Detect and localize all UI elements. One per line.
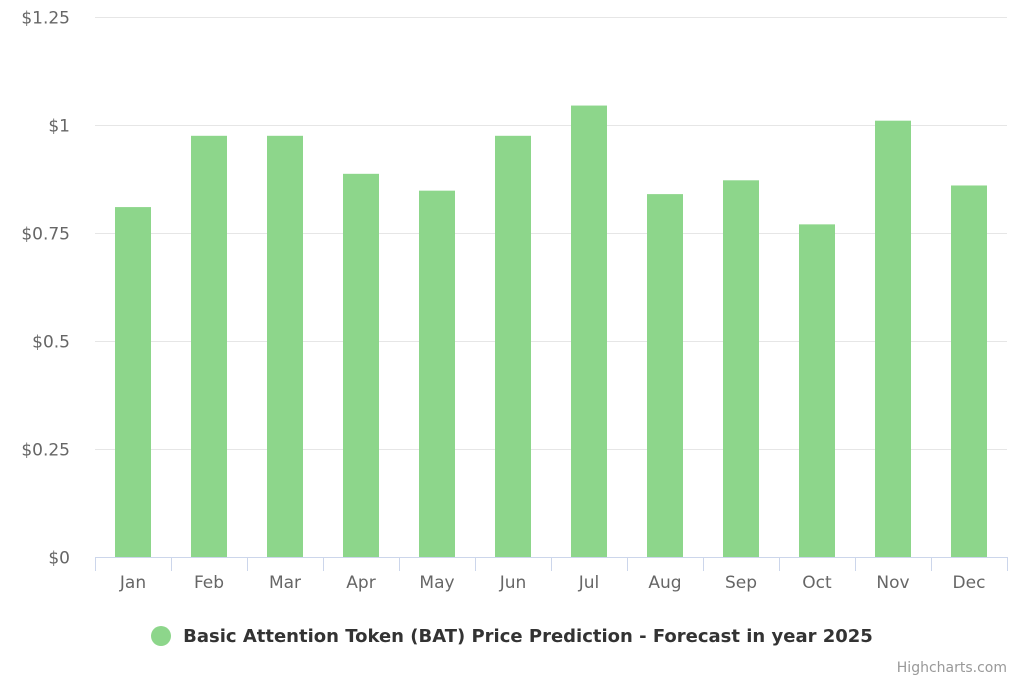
x-tick-label: Jun — [499, 573, 527, 593]
bar-series — [115, 105, 987, 558]
x-tick-label: Jul — [578, 573, 600, 593]
x-tick-label: Oct — [802, 573, 832, 593]
y-tick-label: $0.75 — [21, 225, 70, 245]
x-tick-label: Sep — [725, 573, 757, 593]
x-tick-label: Nov — [876, 573, 909, 593]
bar[interactable] — [951, 185, 987, 558]
gridlines — [95, 17, 1007, 450]
credits-link[interactable]: Highcharts.com — [896, 660, 1007, 676]
bar[interactable] — [647, 194, 683, 557]
legend-label[interactable]: Basic Attention Token (BAT) Price Predic… — [183, 625, 873, 647]
legend-marker-icon[interactable] — [151, 626, 172, 646]
x-axis: Jan Feb Mar Apr May Jun Jul Aug Sep Oct Nov Dec — [95, 557, 1008, 593]
y-tick-label: $0.5 — [32, 333, 70, 353]
x-tick-label: Jan — [119, 573, 146, 593]
x-tick-label: Apr — [346, 573, 375, 593]
x-tick-label: Dec — [953, 573, 986, 593]
y-tick-label: $0 — [48, 549, 70, 569]
x-tick-label: Mar — [269, 573, 301, 593]
y-axis-labels: $0 $0.25 $0.5 $0.75 $1 $1.25 — [21, 9, 70, 569]
bar[interactable] — [343, 173, 379, 558]
y-tick-label: $1.25 — [21, 9, 70, 29]
bar[interactable] — [419, 190, 455, 557]
x-tick-label: Aug — [648, 573, 681, 593]
legend[interactable]: Basic Attention Token (BAT) Price Predic… — [0, 622, 1024, 650]
x-tick-label: Feb — [194, 573, 224, 593]
bar[interactable] — [495, 135, 531, 558]
bar[interactable] — [267, 135, 303, 558]
bar[interactable] — [191, 135, 227, 558]
y-tick-label: $1 — [48, 117, 70, 137]
bar[interactable] — [571, 105, 607, 557]
bar[interactable] — [799, 224, 835, 558]
bar[interactable] — [723, 180, 759, 557]
bar[interactable] — [875, 120, 911, 558]
bar[interactable] — [115, 207, 151, 557]
x-tick-label: May — [419, 573, 454, 593]
bar-chart: $0$0.25$0.5$0.75$1$1.25 Jan Feb Mar Apr May J… — [21, 9, 1008, 593]
y-tick-label: $0.25 — [21, 441, 70, 461]
